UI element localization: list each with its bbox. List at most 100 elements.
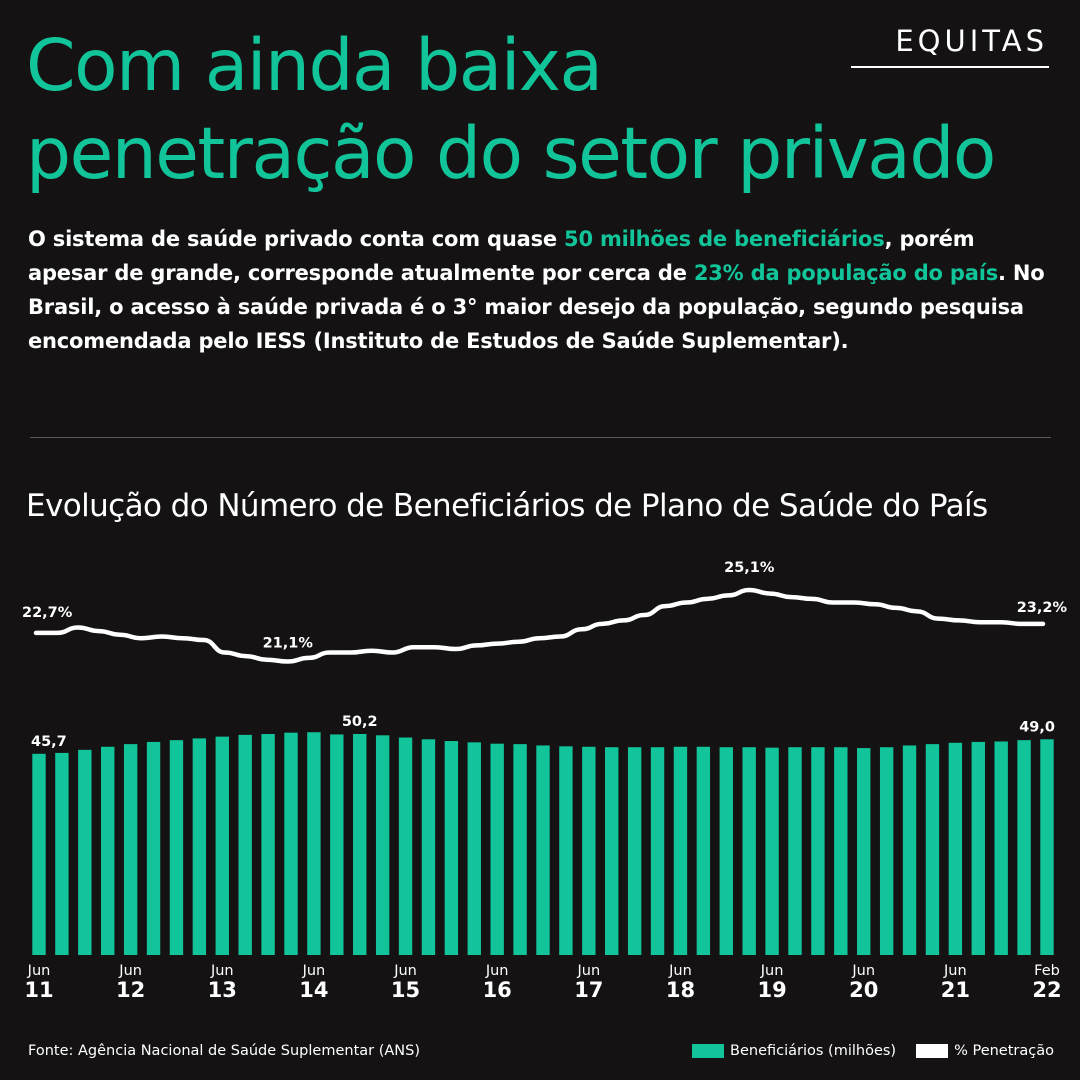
intro-text-1: O sistema de saúde privado conta com qua… xyxy=(28,227,565,251)
bar xyxy=(925,744,940,955)
headline: Com ainda baixa penetração do setor priva… xyxy=(26,22,1066,198)
bar-data-label: 50,2 xyxy=(342,714,378,730)
bar xyxy=(353,734,367,955)
bar-data-label: 49,0 xyxy=(1019,719,1055,735)
legend-swatch-line xyxy=(916,1044,949,1058)
x-tick-year: 12 xyxy=(116,978,145,1002)
bar xyxy=(146,741,161,955)
bar xyxy=(834,747,848,955)
bar xyxy=(902,745,917,955)
headline-line-2: penetração do setor privado xyxy=(26,112,996,195)
x-tick-year: 20 xyxy=(849,978,878,1002)
line-data-label: 23,2% xyxy=(1017,600,1068,616)
source-note: Fonte: Agência Nacional de Saúde Supleme… xyxy=(28,1043,420,1059)
x-tick-year: 14 xyxy=(299,978,328,1002)
bar xyxy=(948,742,963,955)
bar xyxy=(742,747,756,955)
x-tick-year: 15 xyxy=(391,978,420,1002)
bar xyxy=(605,747,619,955)
x-tick-month: Jun xyxy=(393,963,417,979)
x-tick-year: 16 xyxy=(483,978,512,1002)
x-tick-year: 22 xyxy=(1032,978,1061,1002)
chart-canvas: 45,750,2 49,022,7%21,1%25,1%23,2% Jun11Ju… xyxy=(22,560,1067,1002)
bar xyxy=(582,746,596,955)
bar-series xyxy=(32,732,1054,955)
x-tick-month: Jun xyxy=(576,963,600,979)
bar xyxy=(398,737,413,955)
intro-paragraph: O sistema de saúde privado conta com qua… xyxy=(28,222,1058,358)
bar xyxy=(330,734,344,955)
line-data-label: 22,7% xyxy=(22,605,73,621)
bar xyxy=(1017,740,1031,955)
legend-swatch-bars xyxy=(692,1044,725,1058)
bar xyxy=(788,747,802,955)
bar xyxy=(261,734,275,955)
bar xyxy=(192,738,207,955)
bar xyxy=(375,735,390,955)
line-series xyxy=(33,587,1046,664)
section-divider xyxy=(30,437,1051,438)
bar xyxy=(879,747,894,955)
bar xyxy=(101,746,115,955)
bar xyxy=(765,747,779,955)
x-tick-month: Jun xyxy=(668,963,692,979)
x-tick-year: 19 xyxy=(757,978,786,1002)
legend-label-line: % Penetração xyxy=(954,1043,1054,1059)
bar xyxy=(421,739,436,955)
x-tick-month: Jun xyxy=(851,963,875,979)
x-tick-month: Jun xyxy=(485,963,509,979)
bar xyxy=(215,736,229,955)
bar xyxy=(696,746,711,955)
x-tick-month: Jun xyxy=(760,963,784,979)
bar xyxy=(78,749,92,955)
x-tick-month: Jun xyxy=(302,963,326,979)
intro-highlight-population: 23% da população do país xyxy=(693,261,998,285)
legend-label-bars: Beneficiários (milhões) xyxy=(730,1043,897,1059)
x-axis-ticks: Jun11Jun12Jun13Jun14Jun15Jun16Jun17Jun18… xyxy=(24,963,1061,1002)
x-tick-month: Feb xyxy=(1034,963,1060,979)
x-tick-year: 11 xyxy=(24,978,53,1002)
bar xyxy=(238,734,252,955)
x-tick-year: 13 xyxy=(208,978,237,1002)
intro-text-2: , porém apesar de grande, corresponde at… xyxy=(28,227,975,285)
bar xyxy=(673,746,688,955)
bar xyxy=(857,748,871,955)
chart-title: Evolução do Número de Beneficiários de P… xyxy=(26,488,988,524)
headline-line-1: Com ainda baixa xyxy=(26,24,603,107)
x-tick-year: 17 xyxy=(574,978,603,1002)
bar xyxy=(444,741,459,955)
bar xyxy=(307,732,321,955)
x-tick-month: Jun xyxy=(943,963,967,979)
brand-logo: EQUITAS xyxy=(895,24,1048,58)
line-data-label: 25,1% xyxy=(724,560,775,576)
brand-underline xyxy=(851,66,1049,68)
line-data-label: 21,1% xyxy=(263,635,314,651)
bar xyxy=(32,753,46,955)
x-tick-month: Jun xyxy=(210,963,234,979)
bar xyxy=(719,747,733,955)
legend: Beneficiários (milhões) % Penetração xyxy=(692,1043,1054,1059)
bar xyxy=(994,741,1008,955)
bar xyxy=(284,732,298,955)
bar xyxy=(169,740,184,955)
bar xyxy=(55,752,69,955)
bar xyxy=(627,747,642,955)
data-labels: 45,7 50,2 49,0 22,7% 21,1% 25,1% 23,2% xyxy=(22,560,1067,750)
bar xyxy=(490,743,504,955)
bar xyxy=(467,742,481,955)
x-tick-month: Jun xyxy=(27,963,51,979)
penetration-line xyxy=(33,587,1046,664)
bar xyxy=(811,747,825,955)
intro-text-3: . No Brasil, o acesso à saúde privada é … xyxy=(28,261,1045,353)
bar xyxy=(559,746,573,955)
bar xyxy=(650,747,665,955)
x-tick-year: 18 xyxy=(666,978,695,1002)
bar-data-label: 45,7 xyxy=(31,734,67,750)
bar xyxy=(536,745,550,955)
bar xyxy=(1040,739,1054,955)
x-tick-month: Jun xyxy=(118,963,142,979)
intro-highlight-beneficiaries: 50 milhões de beneficiários xyxy=(564,227,885,251)
bar xyxy=(971,741,985,955)
x-tick-year: 21 xyxy=(941,978,970,1002)
bar xyxy=(513,744,527,955)
